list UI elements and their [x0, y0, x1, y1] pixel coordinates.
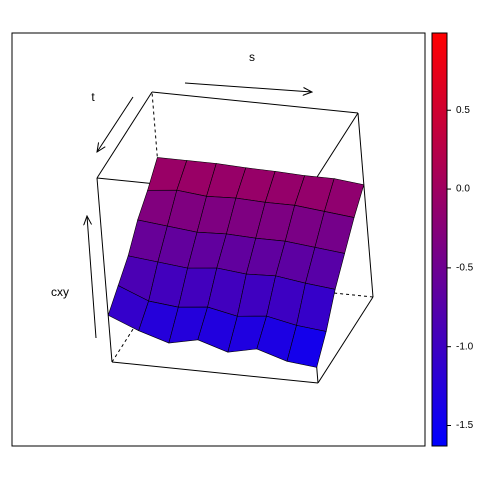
box-edge — [317, 296, 374, 384]
colorbar — [431, 32, 448, 447]
colorbar-tick-label: -1.5 — [456, 420, 474, 431]
z-arrow — [87, 216, 97, 339]
colorbar-tick-label: -1.0 — [456, 341, 474, 352]
z-label: cxy — [51, 285, 69, 299]
box-edge — [357, 112, 374, 298]
colorbar-tick-label: -0.5 — [456, 263, 474, 274]
box-edge — [96, 91, 153, 179]
x-label: s — [249, 50, 255, 64]
colorbar-axis: 0.5 0.0 -0.5 -1.0 -1.5 — [447, 105, 474, 431]
y-label: t — [91, 90, 95, 104]
box-edge — [111, 361, 319, 384]
colorbar-tick-label: 0.0 — [456, 184, 470, 195]
t-arrow — [97, 96, 134, 152]
surface-facet — [286, 325, 327, 368]
plot-frame — [11, 32, 426, 447]
box-edge — [151, 91, 359, 114]
s-arrow — [184, 82, 312, 92]
surface — [107, 157, 365, 368]
colorbar-tick-label: 0.5 — [456, 105, 470, 116]
box-edge — [96, 177, 113, 363]
